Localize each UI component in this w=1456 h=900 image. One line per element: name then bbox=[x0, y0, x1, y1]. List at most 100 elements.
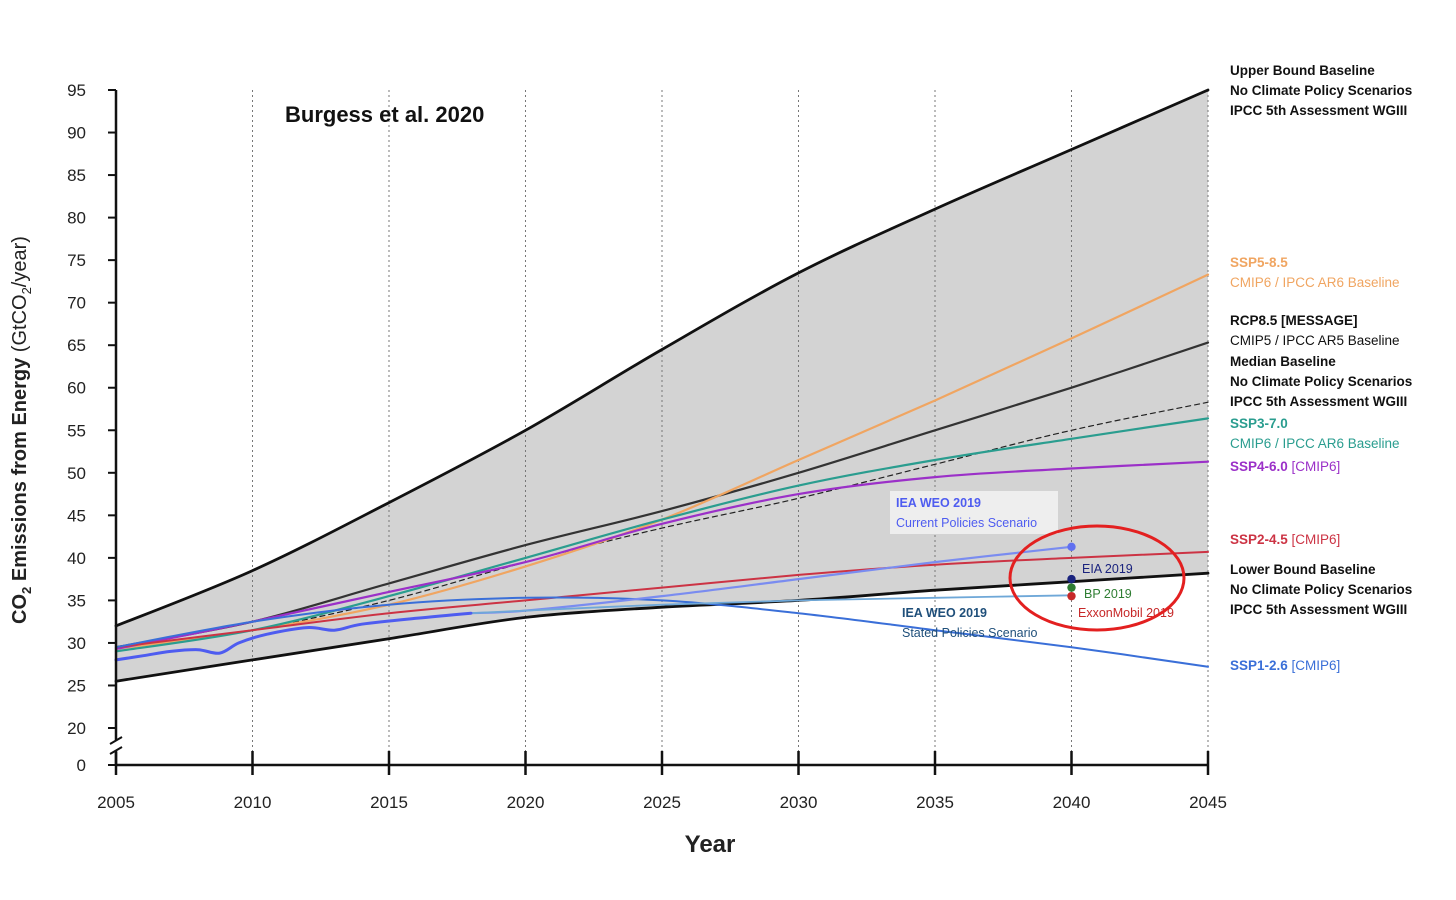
y-tick-label: 80 bbox=[67, 209, 86, 228]
annotation-label: Current Policies Scenario bbox=[896, 516, 1037, 530]
legend-entry: SSP4-6.0 [CMIP6] bbox=[1230, 459, 1340, 474]
y-tick-label: 70 bbox=[67, 294, 86, 313]
legend-entry: Lower Bound Baseline No Climate Policy Sc… bbox=[1230, 562, 1412, 617]
y-axis-title-unit-post: /year) bbox=[9, 236, 31, 287]
y-tick-label: 45 bbox=[67, 506, 86, 525]
legend-entry: SSP3-7.0 CMIP6 / IPCC AR6 Baseline bbox=[1230, 416, 1400, 451]
legend-text-part: CMIP6 / IPCC AR6 Baseline bbox=[1230, 436, 1400, 451]
legend-text: SSP4-6.0 [CMIP6] bbox=[1230, 459, 1340, 474]
point-iea-weo-2019-current-policies-2040 bbox=[1067, 542, 1076, 552]
x-tick-label: 2040 bbox=[1053, 793, 1091, 812]
annotation-label: ExxonMobil 2019 bbox=[1078, 606, 1174, 620]
legend-text: RCP8.5 [MESSAGE] bbox=[1230, 313, 1358, 328]
legend-text: No Climate Policy Scenarios bbox=[1230, 83, 1412, 98]
legend-text-part: [CMIP6] bbox=[1288, 459, 1341, 474]
y-axis-title-unit-pre: (GtCO bbox=[9, 294, 31, 352]
y-tick-label: 30 bbox=[67, 634, 86, 653]
legend-text: IPCC 5th Assessment WGIII bbox=[1230, 602, 1407, 617]
legend-text: No Climate Policy Scenarios bbox=[1230, 582, 1412, 597]
annotation-label: Stated Policies Scenario bbox=[902, 626, 1038, 640]
y-tick-label: 75 bbox=[67, 251, 86, 270]
legend-text-part: CMIP6 / IPCC AR6 Baseline bbox=[1230, 275, 1400, 290]
legend-text: SSP3-7.0 bbox=[1230, 416, 1288, 431]
y-axis-title-sub1: 2 bbox=[19, 587, 34, 594]
legend-text: SSP5-8.5 bbox=[1230, 255, 1288, 270]
series-line-lower-bound-baseline bbox=[114, 571, 1210, 683]
legend-text: Upper Bound Baseline bbox=[1230, 63, 1375, 78]
legend-entry: Median Baseline No Climate Policy Scenari… bbox=[1230, 354, 1412, 409]
y-axis-title: CO2 Emissions from Energy (GtCO2/year) bbox=[9, 236, 34, 624]
legend-text: SSP2-4.5 [CMIP6] bbox=[1230, 532, 1340, 547]
x-tick-label: 2015 bbox=[370, 793, 408, 812]
legend-text: CMIP5 / IPCC AR5 Baseline bbox=[1230, 333, 1400, 348]
series-line-historical bbox=[114, 611, 473, 662]
y-tick-label: 55 bbox=[67, 421, 86, 440]
y-tick-label: 90 bbox=[67, 124, 86, 143]
legend-text-part: CMIP5 / IPCC AR5 Baseline bbox=[1230, 333, 1400, 348]
series-line-ssp3-7-0 bbox=[114, 417, 1210, 653]
legend-text-part: [CMIP6] bbox=[1288, 532, 1341, 547]
y-axis-title-sub2: 2 bbox=[19, 287, 34, 294]
point-bp-2019 bbox=[1067, 583, 1076, 592]
y-axis-title-co: CO bbox=[9, 594, 31, 624]
axis-break-mark bbox=[109, 736, 123, 745]
legend-text: Lower Bound Baseline bbox=[1230, 562, 1376, 577]
legend-text: IPCC 5th Assessment WGIII bbox=[1230, 394, 1407, 409]
legend-text: SSP1-2.6 [CMIP6] bbox=[1230, 658, 1340, 673]
y-axis-title-mid: Emissions from Energy bbox=[9, 352, 31, 587]
legend-text: No Climate Policy Scenarios bbox=[1230, 374, 1412, 389]
legend-text-part: No Climate Policy Scenarios bbox=[1230, 582, 1412, 597]
legend-text-part: Upper Bound Baseline bbox=[1230, 63, 1375, 78]
x-tick-label: 2045 bbox=[1189, 793, 1227, 812]
x-tick-label: 2010 bbox=[234, 793, 272, 812]
point-eia-2019 bbox=[1067, 574, 1076, 584]
series-line-ssp4-6-0 bbox=[114, 460, 1210, 650]
y-tick-label: 95 bbox=[67, 81, 86, 100]
y-axis-zero-label: 0 bbox=[77, 756, 86, 775]
x-tick-label: 2020 bbox=[507, 793, 545, 812]
annotation-label: IEA WEO 2019 bbox=[896, 496, 981, 510]
legend-text-part: SSP1-2.6 bbox=[1230, 658, 1288, 673]
legend-text: CMIP6 / IPCC AR6 Baseline bbox=[1230, 275, 1400, 290]
highlight-circle bbox=[1008, 524, 1186, 632]
legend-text-part: Lower Bound Baseline bbox=[1230, 562, 1376, 577]
legend-text-part: SSP5-8.5 bbox=[1230, 255, 1288, 270]
annotation-label: IEA WEO 2019 bbox=[902, 606, 987, 620]
legend-text-part: [CMIP6] bbox=[1288, 658, 1341, 673]
legend-text: IPCC 5th Assessment WGIII bbox=[1230, 103, 1407, 118]
series-line-upper-bound-baseline bbox=[114, 88, 1210, 628]
iea-label-box bbox=[890, 491, 1058, 534]
legend-entry: SSP1-2.6 [CMIP6] bbox=[1230, 658, 1340, 673]
x-tick-label: 2030 bbox=[780, 793, 818, 812]
legend-entry: RCP8.5 [MESSAGE] CMIP5 / IPCC AR5 Baselin… bbox=[1230, 313, 1400, 348]
legend-text-part: SSP2-4.5 bbox=[1230, 532, 1288, 547]
y-tick-label: 85 bbox=[67, 166, 86, 185]
y-tick-label: 20 bbox=[67, 719, 86, 738]
legend-text-part: No Climate Policy Scenarios bbox=[1230, 374, 1412, 389]
legend-text-part: Median Baseline bbox=[1230, 354, 1336, 369]
axis-break-mark bbox=[109, 746, 123, 755]
y-tick-label: 50 bbox=[67, 464, 86, 483]
legend-entry: SSP2-4.5 [CMIP6] bbox=[1230, 532, 1340, 547]
x-axis-title: Year bbox=[685, 831, 736, 858]
annotation-label: BP 2019 bbox=[1084, 587, 1132, 601]
series-line-median-baseline bbox=[115, 401, 1209, 652]
legend-text-part: IPCC 5th Assessment WGIII bbox=[1230, 394, 1407, 409]
legend-text-part: IPCC 5th Assessment WGIII bbox=[1230, 103, 1407, 118]
legend-entry: SSP5-8.5 CMIP6 / IPCC AR6 Baseline bbox=[1230, 255, 1400, 290]
legend-entry: Upper Bound Baseline No Climate Policy Sc… bbox=[1230, 63, 1412, 118]
x-tick-label: 2035 bbox=[916, 793, 954, 812]
y-tick-label: 60 bbox=[67, 379, 86, 398]
x-tick-label: 2005 bbox=[97, 793, 135, 812]
legend-text-part: RCP8.5 [MESSAGE] bbox=[1230, 313, 1358, 328]
legend-text-part: No Climate Policy Scenarios bbox=[1230, 83, 1412, 98]
legend-text: Median Baseline bbox=[1230, 354, 1336, 369]
legend-text-part: IPCC 5th Assessment WGIII bbox=[1230, 602, 1407, 617]
series-line-rcp8-5-message- bbox=[114, 341, 1210, 649]
legend-text-part: SSP3-7.0 bbox=[1230, 416, 1288, 431]
series-line-ssp2-4-5 bbox=[115, 550, 1209, 649]
legend-text-part: SSP4-6.0 bbox=[1230, 459, 1288, 474]
point-exxonmobil-2019 bbox=[1067, 591, 1076, 601]
series-line-iea-weo-2019-stated-policies-scenario bbox=[470, 594, 1073, 615]
